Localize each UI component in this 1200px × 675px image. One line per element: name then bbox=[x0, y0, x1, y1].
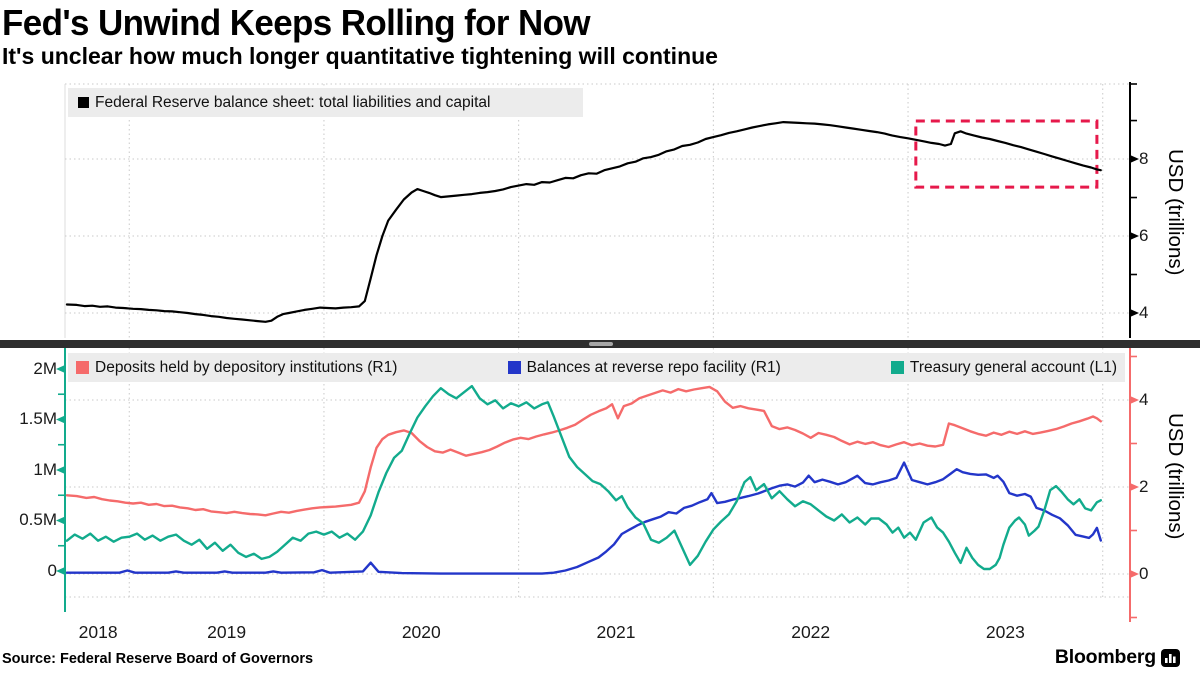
bottom-y-axis-title: USD (trillions) bbox=[1164, 412, 1187, 540]
bottom-left-y-tick-label: 1.5M bbox=[19, 409, 57, 429]
page-subtitle: It's unclear how much longer quantitativ… bbox=[2, 43, 718, 69]
legend-label-balance-sheet: Federal Reserve balance sheet: total lia… bbox=[95, 93, 491, 111]
bottom-left-y-tick-label: 1M bbox=[33, 459, 57, 479]
top-y-tick-label: 6 bbox=[1139, 226, 1149, 245]
legend-swatch-deposits bbox=[76, 361, 89, 374]
legend-item-balance-sheet[interactable]: Federal Reserve balance sheet: total lia… bbox=[78, 94, 490, 112]
x-axis-year-label: 2022 bbox=[791, 622, 831, 642]
bottom-left-y-tick-label: 2M bbox=[33, 358, 57, 378]
top-y-axis-title: USD (trillions) bbox=[1164, 148, 1187, 276]
bottom-left-y-tick-label: 0.5M bbox=[19, 510, 57, 530]
legend-item-reverse-repo[interactable]: Balances at reverse repo facility (R1) bbox=[507, 358, 781, 377]
bottom-right-y-tick-label: 4 bbox=[1139, 389, 1149, 409]
x-axis-year-label: 2020 bbox=[401, 622, 441, 642]
bottom-left-y-tick-label: 0 bbox=[47, 560, 57, 580]
legend-swatch-reverse-repo bbox=[507, 361, 521, 374]
bottom-legend: Deposits held by depository institutions… bbox=[68, 353, 1125, 382]
top-y-tick-label: 4 bbox=[1139, 302, 1149, 322]
bloomberg-logo-text: Bloomberg bbox=[1054, 646, 1156, 668]
legend-swatch-tga bbox=[890, 361, 904, 374]
top-legend: Federal Reserve balance sheet: total lia… bbox=[68, 88, 583, 117]
legend-item-deposits[interactable]: Deposits held by depository institutions… bbox=[76, 359, 397, 377]
x-axis-year-label: 2023 bbox=[985, 622, 1025, 642]
bottom-right-y-tick-label: 0 bbox=[1139, 563, 1149, 583]
top-y-tick-label: 8 bbox=[1139, 149, 1149, 169]
x-axis-year-label: 2018 bbox=[78, 622, 118, 642]
legend-item-tga[interactable]: Treasury general account (L1) bbox=[890, 358, 1117, 377]
source-note: Source: Federal Reserve Board of Governo… bbox=[2, 651, 314, 667]
bottom-right-y-tick-label: 2 bbox=[1139, 476, 1149, 496]
legend-label-deposits: Deposits held by depository institutions… bbox=[95, 358, 398, 376]
legend-swatch-black bbox=[78, 97, 89, 108]
x-axis-year-label: 2019 bbox=[207, 622, 247, 642]
bloomberg-chart-icon bbox=[1161, 649, 1180, 667]
x-axis-year-label: 2021 bbox=[596, 622, 636, 642]
legend-label-tga: Treasury general account (L1) bbox=[909, 358, 1117, 376]
page-title: Fed's Unwind Keeps Rolling for Now bbox=[2, 2, 591, 43]
divider-drag-handle[interactable] bbox=[589, 342, 613, 346]
legend-label-reverse-repo: Balances at reverse repo facility (R1) bbox=[526, 358, 781, 376]
